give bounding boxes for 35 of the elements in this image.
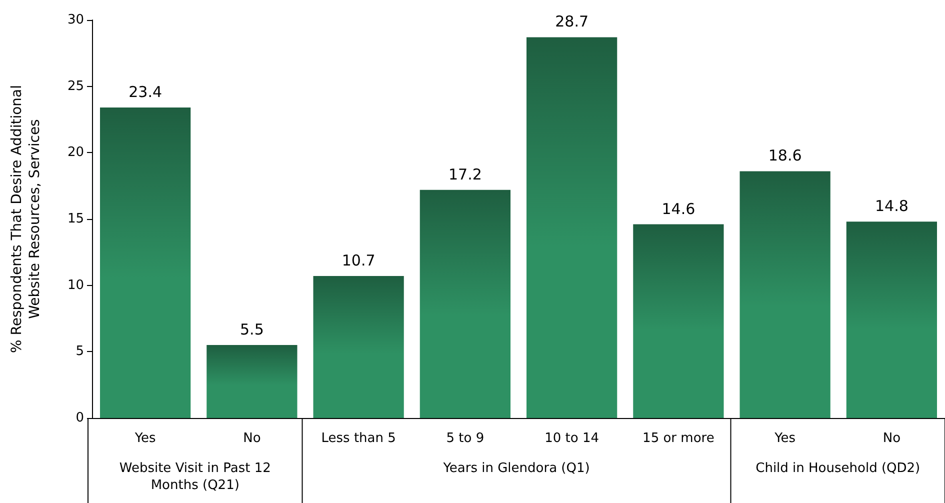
data-label: 17.2 <box>448 165 482 184</box>
bar <box>420 190 511 418</box>
y-axis-title: % Respondents That Desire Additional Website Resources, Services <box>9 84 43 354</box>
x-tick-label: 15 or more <box>642 431 714 446</box>
data-label: 23.4 <box>128 83 162 102</box>
y-tick-label: 10 <box>67 278 84 293</box>
text: Child in Household (QD2) <box>756 461 920 476</box>
x-tick-label: Less than 5 <box>321 431 396 446</box>
bar <box>846 222 938 418</box>
data-label: 10.7 <box>342 252 376 270</box>
y-tick-label: 25 <box>67 78 84 94</box>
x-tick-label: 10 to 14 <box>544 431 600 446</box>
data-label: 5.5 <box>240 320 264 339</box>
bar <box>313 276 404 418</box>
data-label: 18.6 <box>768 146 802 165</box>
data-label: 14.6 <box>662 200 696 218</box>
x-tick-label: No <box>243 431 261 446</box>
data-label: 14.8 <box>874 197 908 216</box>
x-tick-label: No <box>882 431 901 446</box>
bar <box>633 224 724 418</box>
y-tick-label: 5 <box>76 344 84 360</box>
y-tick-label: 20 <box>67 145 84 160</box>
y-tick-label: 15 <box>67 212 84 226</box>
text: Years in Glendora (Q1) <box>442 461 590 476</box>
bar <box>740 171 830 418</box>
x-tick-label: 5 to 9 <box>446 431 484 446</box>
y-tick-label: 30 <box>67 12 84 28</box>
x-tick-label: Yes <box>774 431 796 446</box>
bar <box>100 108 191 418</box>
y-tick-label: 0 <box>76 410 84 426</box>
x-tick-label: Yes <box>134 431 156 446</box>
bar <box>526 37 618 418</box>
data-label: 28.7 <box>555 12 589 31</box>
text: Website Visit in Past 12 Months (Q21) <box>119 461 271 493</box>
bar <box>206 345 298 418</box>
